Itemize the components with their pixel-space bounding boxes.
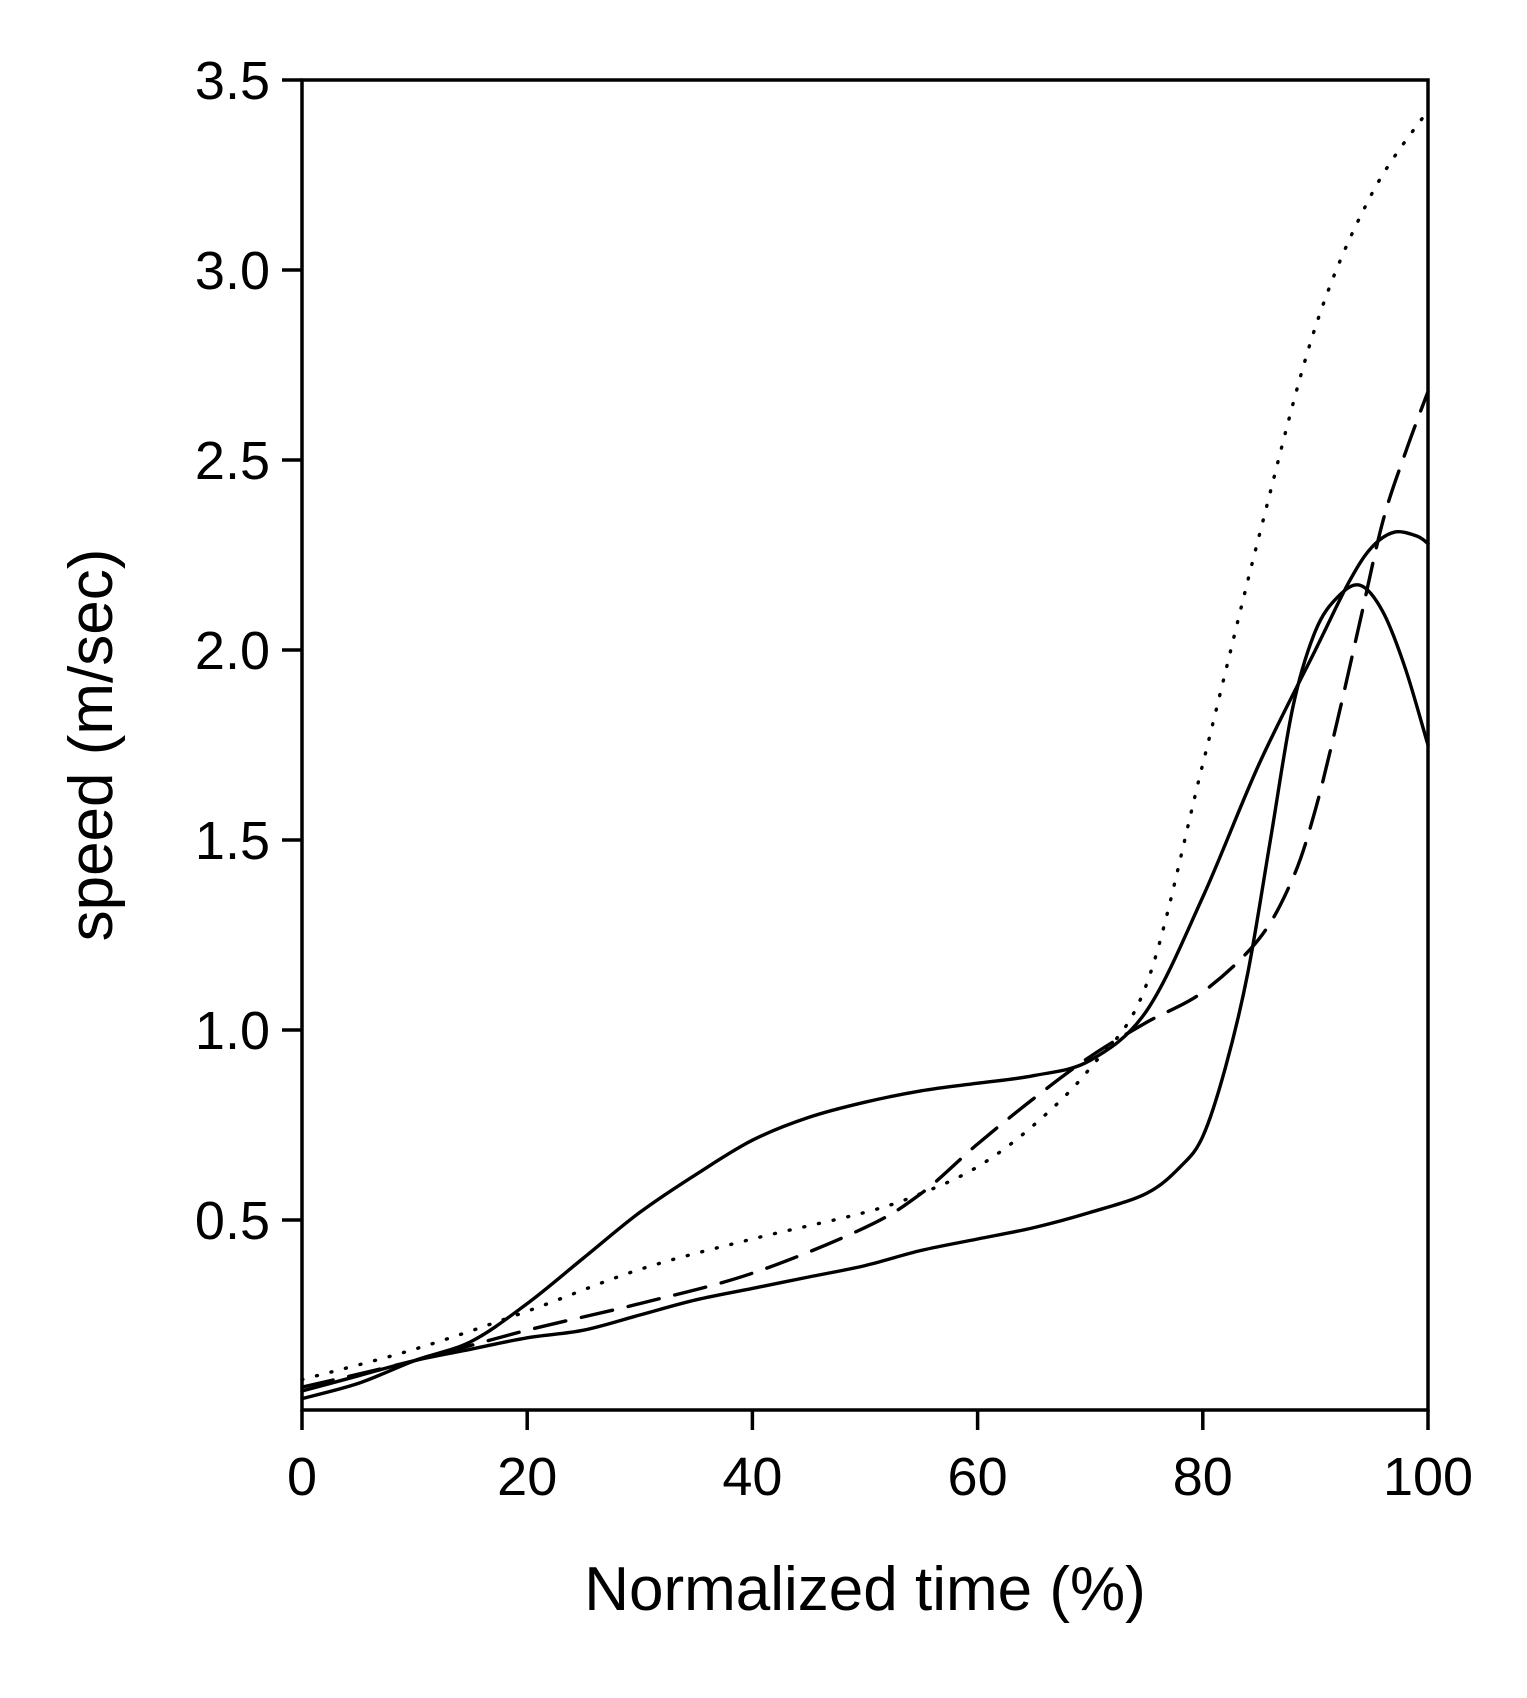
series-layer (300, 108, 1430, 1401)
x-tick-label: 60 (948, 1447, 1008, 1507)
x-tick-label: 0 (287, 1447, 317, 1507)
x-tick-label: 20 (497, 1447, 557, 1507)
y-tick-label: 1.0 (195, 1001, 270, 1061)
y-tick-label: 2.5 (195, 431, 270, 491)
y-tick-label: 1.5 (195, 811, 270, 871)
series-line-4-dashed (300, 389, 1430, 1389)
x-axis: 0 20 40 60 80 100 (287, 1410, 1473, 1507)
series-line-2-solid (300, 583, 1430, 1393)
y-tick-label: 3.0 (195, 241, 270, 301)
series-line-1-solid (300, 530, 1430, 1401)
y-tick-label: 0.5 (195, 1191, 270, 1251)
plot-frame (300, 78, 1430, 1412)
x-axis-title: Normalized time (%) (584, 1555, 1146, 1624)
y-tick-label: 2.0 (195, 621, 270, 681)
series-line-3-dotted (300, 108, 1430, 1382)
x-tick-label: 40 (722, 1447, 782, 1507)
x-tick-label: 80 (1173, 1447, 1233, 1507)
y-tick-label: 3.5 (195, 51, 270, 111)
x-tick-label: 100 (1383, 1447, 1473, 1507)
y-axis-title: speed (m/sec) (57, 549, 126, 942)
y-axis: 0.5 1.0 1.5 2.0 2.5 3.0 3.5 (195, 51, 302, 1251)
